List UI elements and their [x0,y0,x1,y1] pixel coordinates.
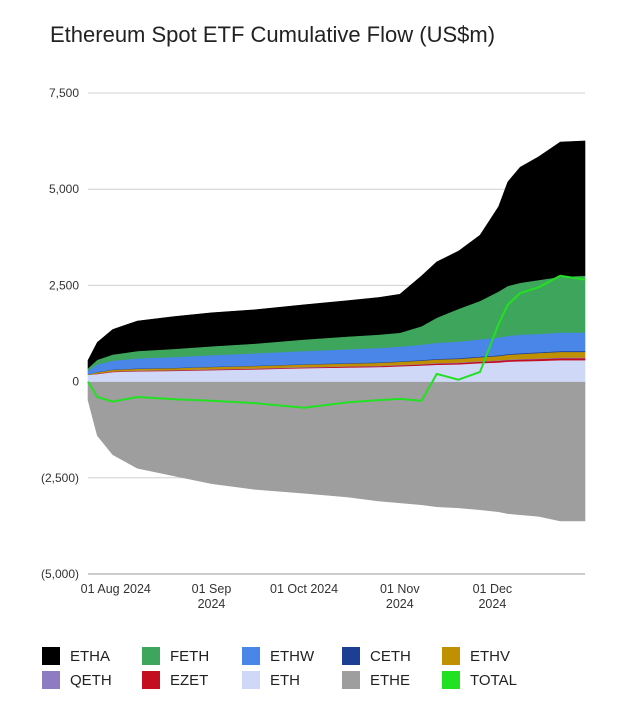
line-series-total [87,274,586,409]
legend-label: ETH [270,671,300,689]
legend-item-ezet: EZET [142,671,242,689]
chart-title: Ethereum Spot ETF Cumulative Flow (US$m) [50,22,496,47]
chart-legend: ETHA FETH ETHW CETH ETHV QETH EZET ETH ETHE TOTAL [42,644,622,692]
y-tick-label: 2,500 [49,278,79,292]
x-tick-label: 01 Dec [473,582,513,596]
y-tick-label: (2,500) [41,471,79,485]
legend-swatch [142,671,160,689]
legend-item-feth: FETH [142,647,242,665]
legend-item-ethw: ETHW [242,647,342,665]
legend-item-ethv: ETHV [442,647,542,665]
legend-item-total: TOTAL [442,671,542,689]
x-tick-label: 2024 [478,597,506,611]
legend-swatch [242,647,260,665]
x-tick-label: 01 Aug 2024 [81,582,151,596]
legend-swatch [342,647,360,665]
legend-swatch [42,647,60,665]
legend-label: FETH [170,647,210,665]
legend-swatch [342,671,360,689]
legend-swatch [42,671,60,689]
legend-swatch [442,671,460,689]
legend-label: QETH [70,671,112,689]
legend-swatch [242,671,260,689]
legend-row: ETHA FETH ETHW CETH ETHV [42,644,622,668]
legend-label: TOTAL [470,671,517,689]
legend-item-qeth: QETH [42,671,142,689]
legend-item-eth: ETH [242,671,342,689]
x-tick-label: 2024 [386,597,414,611]
y-tick-label: 0 [72,375,79,389]
legend-row: QETH EZET ETH ETHE TOTAL [42,668,622,692]
legend-swatch [142,647,160,665]
legend-label: CETH [370,647,411,665]
area-series-etha [87,140,586,369]
legend-label: ETHW [270,647,315,665]
legend-swatch [442,647,460,665]
area-series-ethe [87,381,586,522]
y-tick-label: 5,000 [49,182,79,196]
legend-label: ETHV [470,647,511,665]
x-tick-label: 2024 [198,597,226,611]
y-tick-label: 7,500 [49,86,79,100]
legend-item-ethe: ETHE [342,671,442,689]
x-tick-label: 01 Sep [192,582,232,596]
legend-label: EZET [170,671,209,689]
legend-item-ceth: CETH [342,647,442,665]
legend-item-etha: ETHA [42,647,142,665]
legend-label: ETHE [370,671,411,689]
y-tick-label: (5,000) [41,567,79,581]
chart-plot: 7,500 5,000 2,500 0 (2,500) (5,000)01 Aug 202… [41,86,586,611]
legend-label: ETHA [70,647,111,665]
x-tick-label: 01 Oct 2024 [270,582,338,596]
x-tick-label: 01 Nov [380,582,420,596]
